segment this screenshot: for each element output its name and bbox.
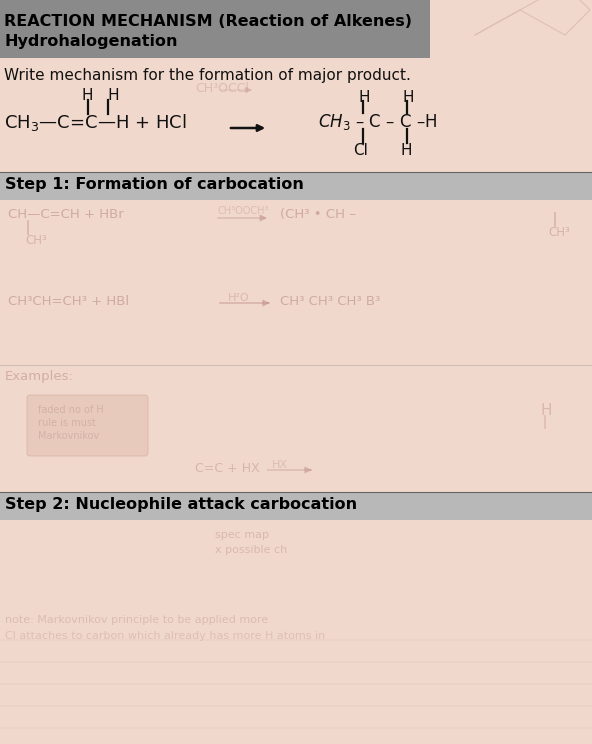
FancyBboxPatch shape: [0, 172, 592, 200]
Text: CH³ CH³ CH³ B³: CH³ CH³ CH³ B³: [280, 295, 380, 308]
Text: CH³: CH³: [548, 226, 570, 239]
Text: Cl: Cl: [353, 143, 368, 158]
Text: C=C + HX: C=C + HX: [195, 462, 260, 475]
Text: CH³: CH³: [25, 234, 47, 247]
Text: HX: HX: [272, 460, 288, 470]
Text: (CH³ • CH –: (CH³ • CH –: [280, 208, 356, 221]
Text: Write mechanism for the formation of major product.: Write mechanism for the formation of maj…: [4, 68, 411, 83]
Text: H²O: H²O: [228, 293, 250, 303]
Text: H   H: H H: [82, 88, 120, 103]
FancyBboxPatch shape: [27, 395, 148, 456]
Text: Cl attaches to carbon which already has more H atoms in: Cl attaches to carbon which already has …: [5, 631, 325, 641]
Text: H: H: [358, 90, 369, 105]
Text: note: Markovnikov principle to be applied more: note: Markovnikov principle to be applie…: [5, 615, 268, 625]
Text: $CH_3$ – C – C –H: $CH_3$ – C – C –H: [318, 112, 437, 132]
FancyBboxPatch shape: [0, 492, 592, 520]
Text: spec map: spec map: [215, 530, 269, 540]
Text: H: H: [402, 90, 413, 105]
FancyBboxPatch shape: [0, 0, 430, 58]
Text: H: H: [540, 403, 552, 418]
Text: CH³OCCl: CH³OCCl: [195, 82, 249, 95]
Text: H: H: [401, 143, 413, 158]
Text: Step 2: Nucleophile attack carbocation: Step 2: Nucleophile attack carbocation: [5, 497, 357, 512]
Text: Markovnikov: Markovnikov: [38, 431, 99, 441]
Text: CH³CH=CH³ + HBl: CH³CH=CH³ + HBl: [8, 295, 129, 308]
Text: x possible ch: x possible ch: [215, 545, 287, 555]
Text: HBr: HBr: [300, 8, 321, 18]
Text: CH³OOCH³: CH³OOCH³: [218, 206, 269, 216]
Text: Step 1: Formation of carbocation: Step 1: Formation of carbocation: [5, 177, 304, 192]
Text: Hydrohalogenation: Hydrohalogenation: [4, 34, 178, 49]
Text: CH$_3$—C=C—H + HCl: CH$_3$—C=C—H + HCl: [4, 112, 186, 133]
Text: REACTION MECHANISM (Reaction of Alkenes): REACTION MECHANISM (Reaction of Alkenes): [4, 14, 412, 29]
Text: rule is must: rule is must: [38, 418, 96, 428]
Text: CH—C=CH + HBr: CH—C=CH + HBr: [8, 208, 124, 221]
Text: Examples:: Examples:: [5, 370, 74, 383]
Text: faded no of H: faded no of H: [38, 405, 104, 415]
